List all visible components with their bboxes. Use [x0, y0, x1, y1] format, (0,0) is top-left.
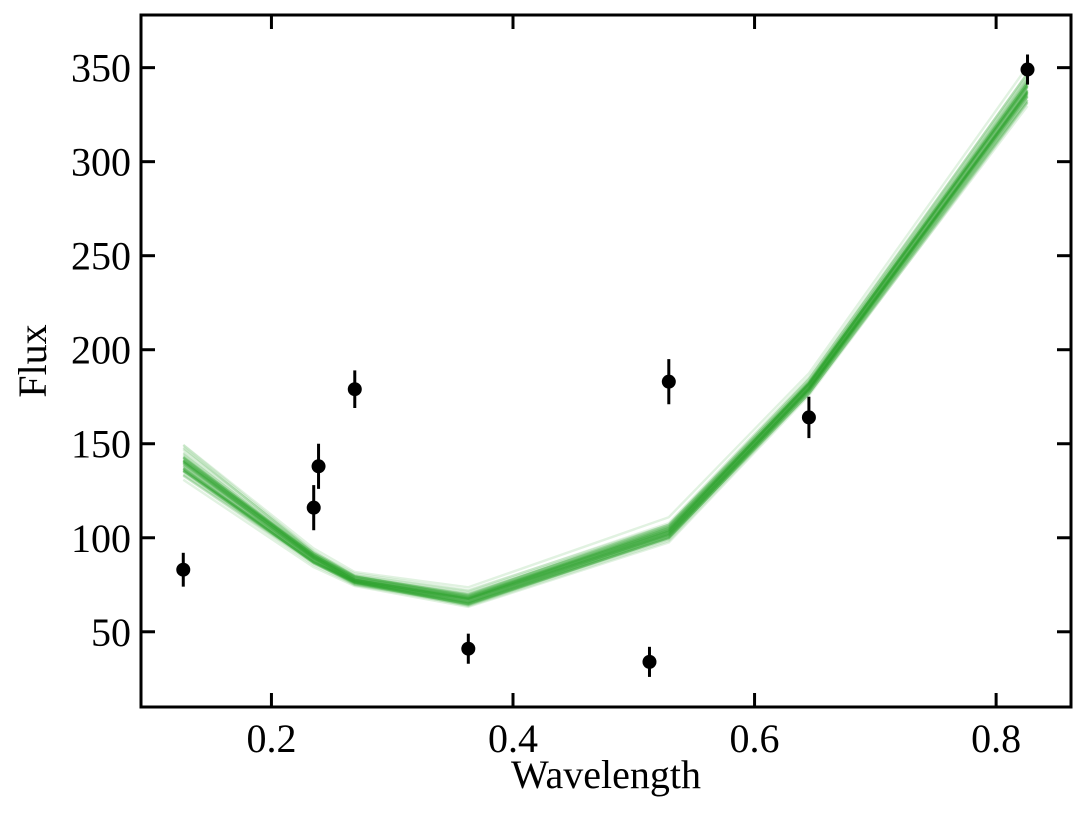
data-point	[311, 443, 326, 489]
model-curve	[182, 91, 1029, 601]
model-curve	[182, 96, 1029, 604]
model-curve	[182, 78, 1029, 595]
model-curve	[182, 90, 1029, 601]
data-point	[176, 552, 191, 587]
model-curve	[182, 81, 1029, 600]
data-points	[176, 54, 1035, 677]
model-curve	[182, 84, 1029, 598]
model-curve	[182, 86, 1029, 599]
data-marker	[347, 382, 362, 397]
model-curve	[182, 84, 1029, 599]
model-curve	[182, 82, 1029, 599]
data-point	[801, 396, 816, 439]
model-curve	[182, 89, 1029, 602]
model-curve	[182, 65, 1029, 589]
model-curve	[182, 92, 1029, 605]
model-curve	[182, 92, 1029, 605]
model-curve	[182, 79, 1029, 600]
model-curve	[182, 72, 1029, 596]
y-tick-label: 250	[71, 234, 131, 279]
plot-frame	[139, 13, 1073, 709]
model-curve	[182, 81, 1029, 597]
model-curve	[182, 75, 1029, 594]
data-marker	[1020, 62, 1035, 77]
model-curve	[182, 91, 1029, 600]
model-curve	[182, 82, 1029, 599]
model-curve	[182, 84, 1029, 600]
data-point	[661, 359, 676, 405]
x-tick-label: 0.6	[730, 716, 780, 761]
model-curve	[182, 100, 1029, 606]
model-curve	[182, 99, 1029, 608]
model-curve	[182, 90, 1029, 600]
model-curve	[182, 90, 1029, 603]
model-curve	[182, 89, 1029, 600]
model-curve	[182, 84, 1029, 597]
y-tick-label: 100	[71, 516, 131, 561]
model-curve	[182, 91, 1029, 603]
model-curve	[182, 88, 1029, 601]
model-curve	[182, 102, 1029, 609]
model-curve	[182, 95, 1029, 604]
model-curve	[182, 96, 1029, 606]
data-marker	[311, 459, 326, 474]
data-marker	[306, 500, 321, 515]
data-point	[1020, 54, 1035, 85]
model-curve	[182, 90, 1029, 604]
model-curve	[182, 92, 1029, 604]
data-marker	[801, 410, 816, 425]
data-point	[642, 646, 657, 677]
model-curve	[182, 101, 1029, 606]
model-curve	[182, 85, 1029, 599]
model-curve	[182, 72, 1029, 593]
model-curve	[182, 99, 1029, 605]
model-curve	[182, 85, 1029, 601]
axis-ticks: 0.2 0.4 0.6 0.8 50 100 150 200 250 300 350	[71, 15, 1071, 761]
data-marker	[661, 374, 676, 389]
model-curve	[182, 95, 1029, 605]
x-tick-label: 0.8	[971, 716, 1021, 761]
data-marker	[642, 654, 657, 669]
model-curve	[182, 93, 1029, 601]
model-curve	[182, 77, 1029, 597]
data-point	[461, 633, 476, 664]
model-curve	[182, 105, 1029, 607]
model-curve	[182, 82, 1029, 596]
model-curve	[182, 83, 1029, 601]
model-curves	[182, 65, 1029, 609]
y-tick-label: 300	[71, 140, 131, 185]
x-tick-label: 0.2	[246, 716, 296, 761]
model-curve	[182, 101, 1029, 607]
model-curve	[182, 98, 1029, 604]
model-curve	[182, 92, 1029, 606]
y-tick-label: 50	[91, 610, 131, 655]
data-marker	[176, 562, 191, 577]
model-curve	[182, 95, 1029, 604]
y-axis-label: Flux	[10, 324, 55, 397]
model-curve	[182, 86, 1029, 601]
x-tick-label: 0.4	[488, 716, 538, 761]
y-tick-label: 150	[71, 422, 131, 467]
model-curve	[182, 86, 1029, 598]
model-curve	[182, 94, 1029, 602]
x-axis-label: Wavelength	[511, 752, 701, 797]
model-curve	[182, 90, 1029, 603]
y-tick-label: 200	[71, 328, 131, 373]
y-tick-label: 350	[71, 46, 131, 91]
model-curve	[182, 72, 1029, 592]
model-curve	[182, 76, 1029, 596]
data-marker	[461, 641, 476, 656]
data-point	[306, 485, 321, 531]
model-curve	[182, 81, 1029, 599]
model-curve	[182, 85, 1029, 598]
model-curve	[182, 88, 1029, 601]
model-curve	[182, 92, 1029, 604]
model-curve	[182, 80, 1029, 600]
model-curve	[182, 94, 1029, 606]
data-point	[347, 370, 362, 409]
